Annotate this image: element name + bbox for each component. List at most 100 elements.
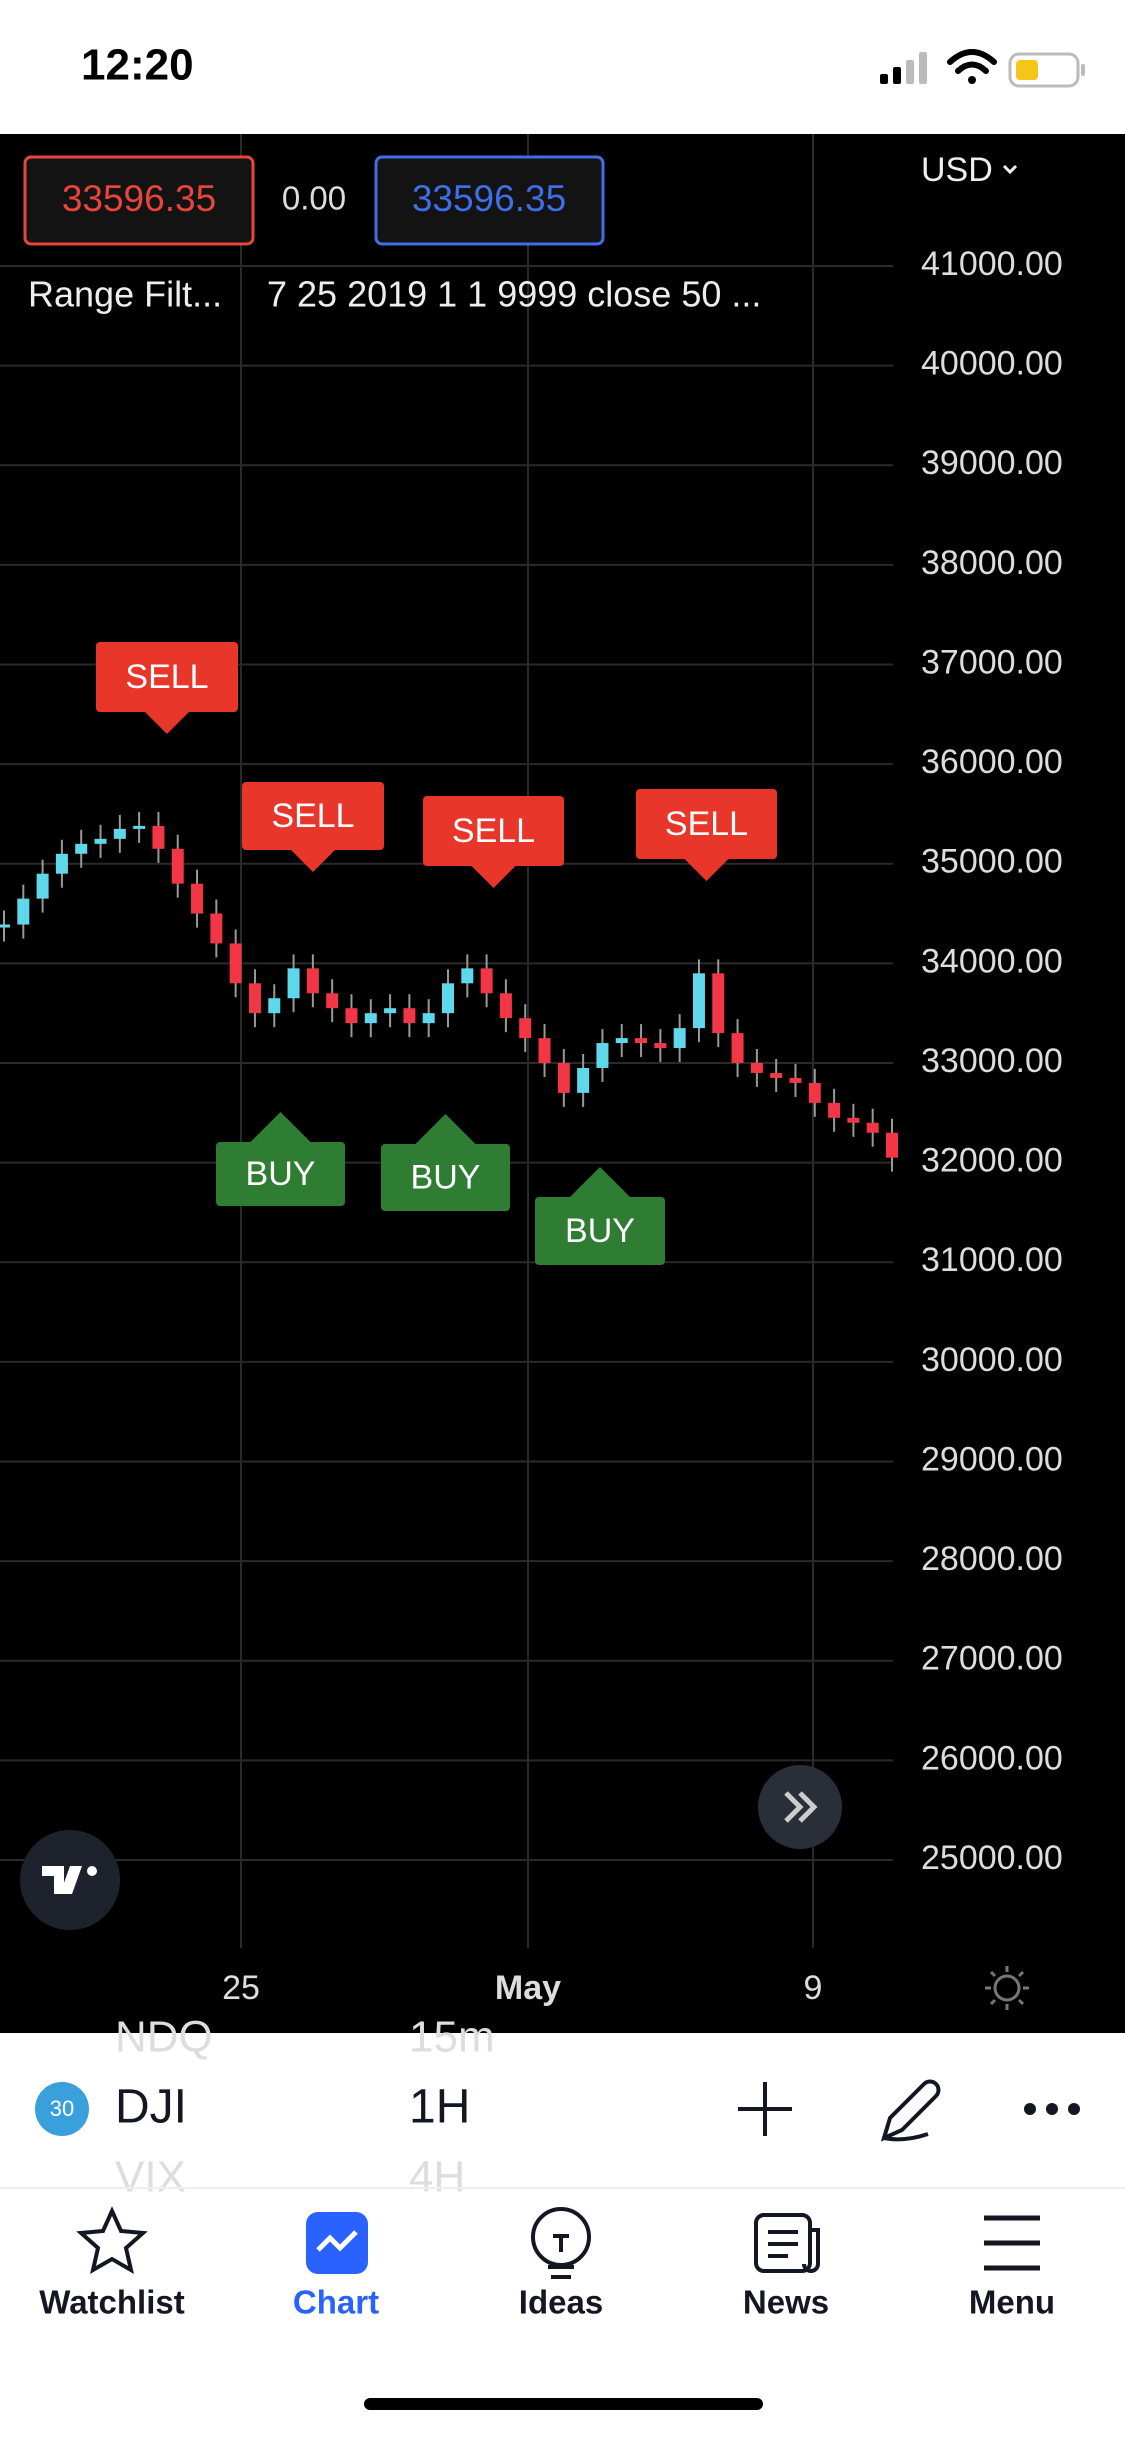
menu-icon[interactable] — [984, 2215, 1040, 2271]
sell-signal — [636, 789, 777, 859]
signal-pointer — [291, 850, 335, 872]
candle — [577, 1067, 590, 1093]
candle — [384, 1008, 397, 1014]
candle — [17, 898, 30, 925]
price-label: 36000.00 — [921, 743, 1063, 781]
price-label: 25000.00 — [921, 1839, 1063, 1877]
candle — [480, 968, 493, 994]
candle — [287, 968, 300, 999]
news-icon[interactable] — [754, 2213, 820, 2273]
signal-icon — [880, 52, 927, 84]
price-label: 29000.00 — [921, 1440, 1063, 1478]
badge-text: 30 — [50, 2096, 74, 2121]
candle — [499, 993, 512, 1019]
signal-label: SELL — [125, 658, 208, 696]
spread: 0.00 — [282, 180, 346, 217]
price-axis: 41000.00 40000.00 39000.00 38000.00 37000.00… — [921, 245, 1063, 1877]
price-label: 34000.00 — [921, 942, 1063, 980]
price-label: 26000.00 — [921, 1739, 1063, 1777]
candle — [55, 853, 68, 874]
currency-caret — [1002, 164, 1018, 175]
symbol-badge — [35, 2082, 89, 2136]
signals: SELL SELL SELL SELL BUY BUY BUY — [96, 642, 777, 1265]
candle — [442, 983, 454, 1014]
candle — [673, 1028, 686, 1049]
symbol[interactable]: DJI — [115, 2081, 187, 2134]
candle — [654, 1043, 667, 1049]
candle — [750, 1063, 763, 1073]
candle — [152, 825, 165, 849]
candle — [828, 1102, 841, 1118]
tab-label[interactable]: News — [743, 2284, 829, 2321]
signal-pointer — [250, 1112, 311, 1142]
symbol-next: VIX — [115, 2153, 186, 2202]
watchlist-icon[interactable] — [76, 2206, 148, 2275]
candle — [326, 993, 339, 1009]
candle — [364, 1013, 377, 1024]
signal-label: SELL — [452, 812, 535, 850]
price-label: 30000.00 — [921, 1341, 1063, 1379]
candle — [0, 924, 10, 928]
signal-label: BUY — [411, 1158, 481, 1196]
indicator-params: 7 25 2019 1 1 9999 close 50 ... — [267, 274, 761, 315]
candle — [635, 1038, 648, 1044]
candle — [808, 1082, 821, 1103]
signal-pointer — [145, 712, 189, 734]
candle — [75, 843, 88, 854]
scroll-forward-button[interactable] — [758, 1765, 842, 1849]
candle — [789, 1077, 802, 1083]
tab-label[interactable]: Watchlist — [39, 2284, 184, 2321]
candle — [538, 1038, 551, 1063]
toolbar — [0, 2033, 1125, 2188]
ask-box — [374, 155, 605, 246]
candle — [770, 1072, 783, 1078]
clock: 12:20 — [81, 41, 194, 90]
buy-signal — [216, 1142, 345, 1206]
ask-price: 33596.35 — [412, 178, 566, 219]
candle — [847, 1117, 860, 1123]
draw-button[interactable] — [880, 2079, 941, 2142]
signal-pointer — [570, 1167, 630, 1197]
tab-label[interactable]: Chart — [293, 2284, 379, 2321]
price-label: 39000.00 — [921, 444, 1063, 482]
interval-prev: 15m — [409, 2013, 495, 2062]
signal-label: BUY — [246, 1155, 316, 1193]
interval[interactable]: 1H — [409, 2081, 470, 2134]
candle — [306, 968, 319, 994]
bid-price: 33596.35 — [62, 178, 216, 219]
indicator-name: Range Filt... — [28, 274, 222, 315]
candle — [94, 838, 107, 844]
time-label: May — [495, 1969, 561, 2007]
ideas-icon[interactable] — [531, 2207, 591, 2279]
status-bar — [0, 0, 1125, 134]
currency[interactable]: USD — [921, 151, 993, 189]
candle — [229, 943, 242, 984]
interval-next: 4H — [409, 2153, 465, 2202]
candle — [171, 848, 184, 884]
tab-label[interactable]: Ideas — [519, 2284, 603, 2321]
tab-label[interactable]: Menu — [969, 2284, 1055, 2321]
time-label: 9 — [804, 1969, 823, 2007]
signal-pointer — [415, 1114, 476, 1144]
candle — [210, 913, 223, 944]
buy-signal — [535, 1197, 665, 1265]
price-label: 32000.00 — [921, 1142, 1063, 1180]
symbol-prev: NDQ — [115, 2013, 213, 2062]
theme-toggle[interactable] — [985, 1966, 1029, 2010]
price-label: 37000.00 — [921, 643, 1063, 681]
candle — [596, 1043, 609, 1068]
tv-logo[interactable] — [20, 1830, 120, 1930]
price-label: 35000.00 — [921, 843, 1063, 881]
sell-signal — [423, 796, 564, 866]
home-indicator — [364, 2398, 763, 2410]
candle — [191, 883, 204, 914]
add-button[interactable] — [738, 2082, 792, 2136]
candle — [248, 983, 261, 1014]
candle — [712, 973, 725, 1034]
candle — [268, 998, 281, 1014]
candle — [36, 873, 49, 899]
more-button[interactable] — [1024, 2103, 1080, 2115]
